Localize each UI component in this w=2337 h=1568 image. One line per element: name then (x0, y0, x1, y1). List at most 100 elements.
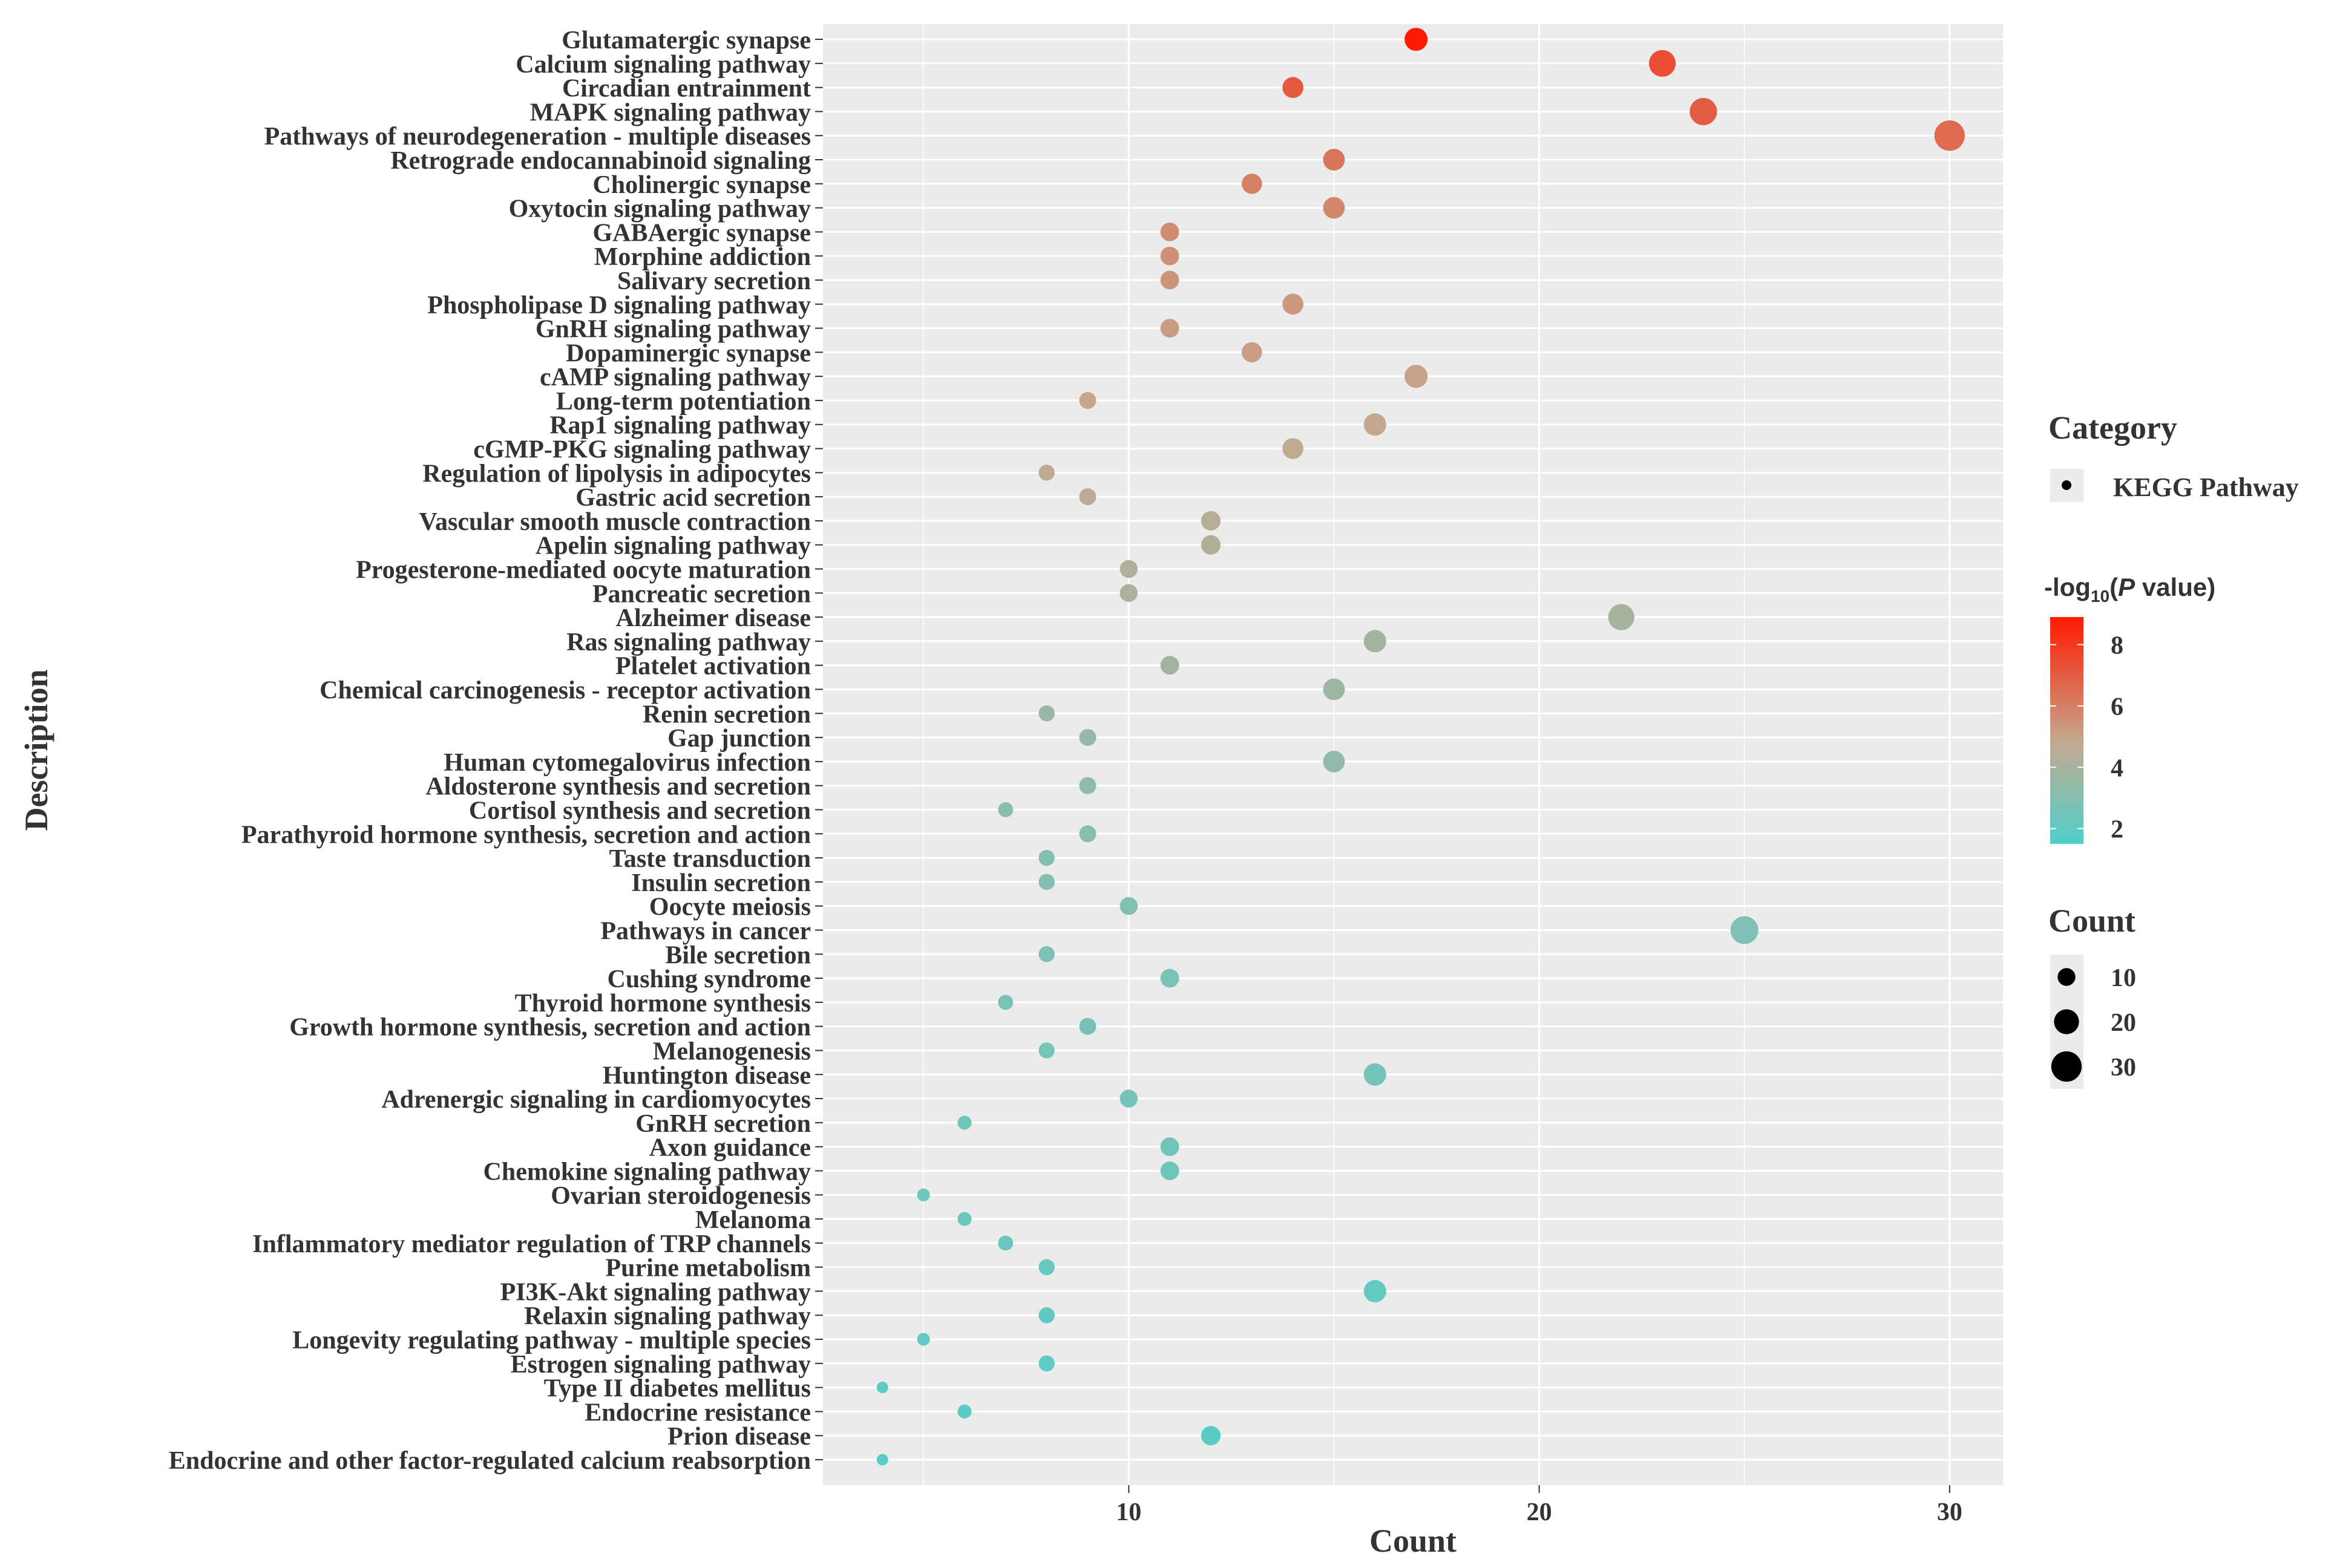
y-tick-label: Chemical carcinogenesis - receptor activ… (320, 677, 811, 705)
data-point (1323, 149, 1345, 171)
data-point (957, 1116, 972, 1130)
y-tick-label: Ovarian steroidogenesis (551, 1182, 811, 1210)
y-tick-label: MAPK signaling pathway (530, 99, 811, 126)
data-point (1119, 584, 1138, 603)
y-tick-label: Human cytomegalovirus infection (444, 749, 811, 777)
y-tick-label: Morphine addiction (594, 243, 811, 271)
y-tick-label: Axon guidance (649, 1134, 811, 1162)
data-point (1079, 488, 1096, 506)
panel-background (823, 24, 2003, 1485)
data-point (1608, 604, 1634, 630)
data-point (1119, 1089, 1138, 1108)
data-point (1038, 874, 1055, 890)
color-bar-tick-label: 4 (2111, 754, 2123, 782)
data-point (998, 995, 1014, 1010)
legend-size-dot (2057, 968, 2076, 986)
y-tick-label: Platelet activation (615, 653, 811, 681)
y-tick-label: Glutamatergic synapse (562, 27, 811, 54)
data-point (1323, 750, 1345, 773)
y-tick-label: Vascular smooth muscle contraction (419, 508, 811, 536)
data-point (1079, 825, 1096, 843)
legend-category-label: KEGG Pathway (2113, 472, 2299, 502)
data-point (1934, 120, 1965, 151)
data-point (1282, 438, 1303, 459)
data-point (1160, 1161, 1179, 1180)
data-point (1160, 246, 1179, 266)
color-bar (2050, 617, 2083, 844)
x-tick-label: 30 (1937, 1498, 1962, 1526)
y-tick-label: Oxytocin signaling pathway (509, 195, 811, 223)
y-tick-label: Ras signaling pathway (566, 629, 811, 656)
y-tick-label: Oocyte meiosis (649, 893, 811, 921)
y-tick-label: Melanogenesis (653, 1037, 811, 1065)
x-axis-title: Count (1369, 1523, 1457, 1559)
legend-category: Category KEGG Pathway (2048, 410, 2299, 502)
y-tick-label: Apelin signaling pathway (536, 532, 811, 560)
y-tick-label: Prion disease (667, 1423, 811, 1451)
y-tick-label: Renin secretion (643, 701, 811, 728)
y-tick-label: cGMP-PKG signaling pathway (473, 436, 811, 464)
y-tick-label: Gastric acid secretion (575, 484, 811, 512)
y-tick-label: Rap1 signaling pathway (549, 412, 811, 440)
legend-size-title: Count (2048, 903, 2135, 939)
y-tick-label: Adrenergic signaling in cardiomyocytes (381, 1086, 811, 1114)
y-tick-label: Purine metabolism (606, 1255, 811, 1282)
y-tick-label: GABAergic synapse (593, 219, 811, 247)
data-point (1730, 916, 1758, 944)
data-point (1038, 1355, 1055, 1372)
grid-lines (823, 24, 2003, 1485)
data-point (1038, 1042, 1055, 1059)
data-point (1160, 270, 1179, 290)
legend-size-dot (2054, 1009, 2079, 1034)
y-tick-label: PI3K-Akt signaling pathway (500, 1278, 811, 1306)
data-point (1079, 1018, 1096, 1035)
y-tick-label: Estrogen signaling pathway (511, 1351, 811, 1379)
data-point (1242, 342, 1262, 363)
y-tick-label: cAMP signaling pathway (540, 364, 811, 391)
data-point (1201, 1426, 1221, 1446)
data-point (1282, 77, 1303, 98)
y-tick-label: Relaxin signaling pathway (524, 1302, 811, 1330)
data-point (1363, 413, 1386, 436)
data-point (1038, 1307, 1055, 1324)
data-point (1119, 560, 1138, 578)
y-tick-label: Phospholipase D signaling pathway (427, 292, 811, 319)
y-tick-label: Insulin secretion (631, 869, 811, 897)
legend-size-label: 20 (2111, 1009, 2136, 1037)
data-point (1201, 535, 1221, 555)
data-point (917, 1333, 930, 1346)
data-point (1038, 1259, 1055, 1275)
y-tick-label: Regulation of lipolysis in adipocytes (422, 460, 811, 488)
y-tick-label: Cholinergic synapse (592, 171, 811, 199)
data-point (876, 1454, 888, 1466)
data-point (1038, 946, 1055, 962)
y-tick-label: Pathways of neurodegeneration - multiple… (264, 123, 811, 151)
data-points (876, 27, 1965, 1466)
data-point (1160, 1137, 1179, 1157)
data-point (1648, 50, 1676, 77)
data-point (998, 802, 1014, 817)
data-point (1201, 511, 1221, 531)
y-tick-label: Growth hormone synthesis, secretion and … (289, 1014, 811, 1042)
y-tick-label: Long-term potentiation (556, 388, 811, 416)
legend-size: Count 10 20 30 (2048, 903, 2136, 1089)
data-point (1038, 465, 1055, 481)
y-tick-label: Dopaminergic synapse (566, 339, 811, 367)
y-tick-label: Pathways in cancer (600, 917, 811, 945)
data-point (876, 1382, 888, 1394)
y-tick-label: Inflammatory mediator regulation of TRP … (252, 1230, 811, 1258)
y-tick-label: Melanoma (695, 1206, 811, 1234)
y-tick-label: Circadian entrainment (562, 75, 811, 103)
x-tick-label: 10 (1116, 1498, 1141, 1526)
color-bar-tick-label: 8 (2111, 632, 2123, 660)
y-tick-label: Parathyroid hormone synthesis, secretion… (241, 821, 811, 849)
data-point (1363, 1279, 1386, 1302)
data-point (1242, 174, 1262, 194)
color-bar-tick-label: 6 (2111, 693, 2123, 721)
data-point (998, 1235, 1014, 1251)
y-axis-title: Description (18, 670, 54, 831)
data-point (1079, 777, 1096, 794)
y-tick-label: GnRH signaling pathway (536, 316, 811, 344)
y-tick-label: Pancreatic secretion (592, 580, 811, 608)
